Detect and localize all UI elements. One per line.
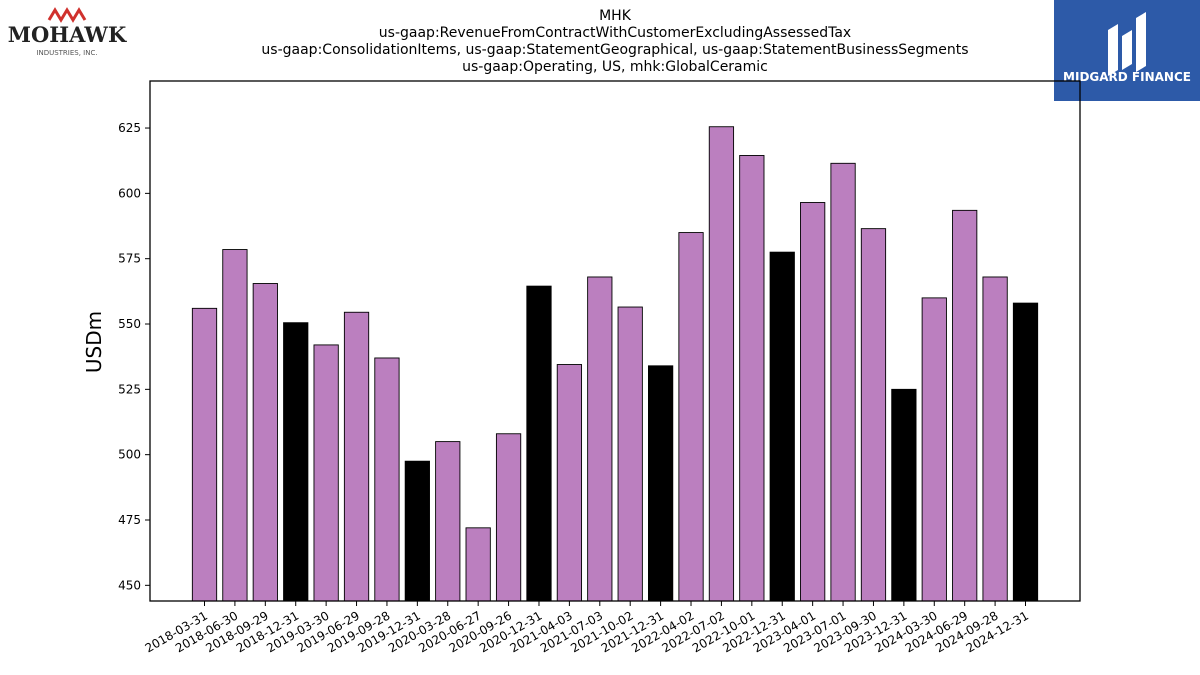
bar-2024-09-28: [982, 276, 1008, 602]
bar-2019-12-31: [404, 460, 430, 602]
bar-2018-03-31: [191, 307, 218, 602]
x-axis-ticks: 2018-03-312018-06-302018-09-292018-12-31…: [143, 601, 1031, 655]
mohawk-mark-icon: [47, 7, 87, 23]
bar-2023-12-31: [891, 388, 917, 602]
chart-title-line-2: us-gaap:RevenueFromContractWithCustomerE…: [379, 25, 851, 41]
bar-2022-10-01: [739, 155, 765, 602]
plot-frame: [149, 80, 1081, 602]
y-axis-label: USDm: [82, 311, 106, 373]
bar-2020-12-31: [526, 285, 552, 602]
mohawk-subtitle: INDUSTRIES, INC.: [36, 49, 97, 57]
bars-group: [191, 126, 1039, 602]
midgard-wordmark: MIDGARD FINANCE: [1063, 70, 1191, 84]
chart-title: MHKus-gaap:RevenueFromContractWithCustom…: [261, 8, 968, 75]
y-tick-label: 575: [118, 252, 141, 266]
midgard-mark-icon: [1108, 12, 1146, 76]
y-tick-label: 475: [118, 513, 141, 527]
bar-2021-04-03: [556, 364, 583, 602]
y-tick-label: 600: [118, 186, 141, 200]
bar-2022-12-31: [769, 251, 795, 602]
bar-2023-09-30: [860, 228, 887, 602]
bar-2019-03-30: [313, 344, 339, 602]
bar-2023-04-01: [800, 202, 826, 602]
bar-2024-03-30: [921, 297, 947, 602]
bar-2019-06-29: [343, 311, 370, 602]
bar-2020-06-27: [465, 527, 491, 602]
y-tick-label: 450: [118, 578, 141, 592]
bar-2018-06-30: [222, 249, 248, 602]
bar-2024-12-31: [1012, 302, 1039, 602]
y-tick-label: 550: [118, 317, 141, 331]
bar-2023-07-01: [830, 162, 856, 602]
chart-title-line-4: us-gaap:Operating, US, mhk:GlobalCeramic: [462, 59, 768, 75]
bar-2019-09-28: [374, 357, 400, 602]
bar-2022-07-02: [708, 126, 735, 602]
chart-title-line-1: MHK: [599, 8, 632, 24]
bar-2021-10-02: [617, 306, 643, 602]
bar-2022-04-02: [678, 232, 704, 602]
bar-2021-07-03: [587, 276, 613, 602]
bar-2021-12-31: [648, 365, 674, 602]
y-tick-label: 500: [118, 448, 141, 462]
bar-2020-03-28: [435, 441, 461, 602]
y-tick-label: 525: [118, 382, 141, 396]
bar-2018-12-31: [283, 322, 309, 602]
mohawk-logo: MOHAWK INDUSTRIES, INC.: [8, 7, 127, 57]
bar-2024-06-29: [952, 209, 978, 602]
mohawk-wordmark: MOHAWK: [8, 22, 127, 47]
y-tick-label: 625: [118, 121, 141, 135]
chart-title-line-3: us-gaap:ConsolidationItems, us-gaap:Stat…: [261, 42, 968, 58]
bar-2018-09-29: [252, 283, 278, 602]
y-axis-ticks: 450 475 500 525 550 575 600 625: [118, 121, 150, 592]
bar-2020-09-26: [495, 433, 522, 602]
midgard-finance-logo: MIDGARD FINANCE: [1054, 0, 1200, 101]
